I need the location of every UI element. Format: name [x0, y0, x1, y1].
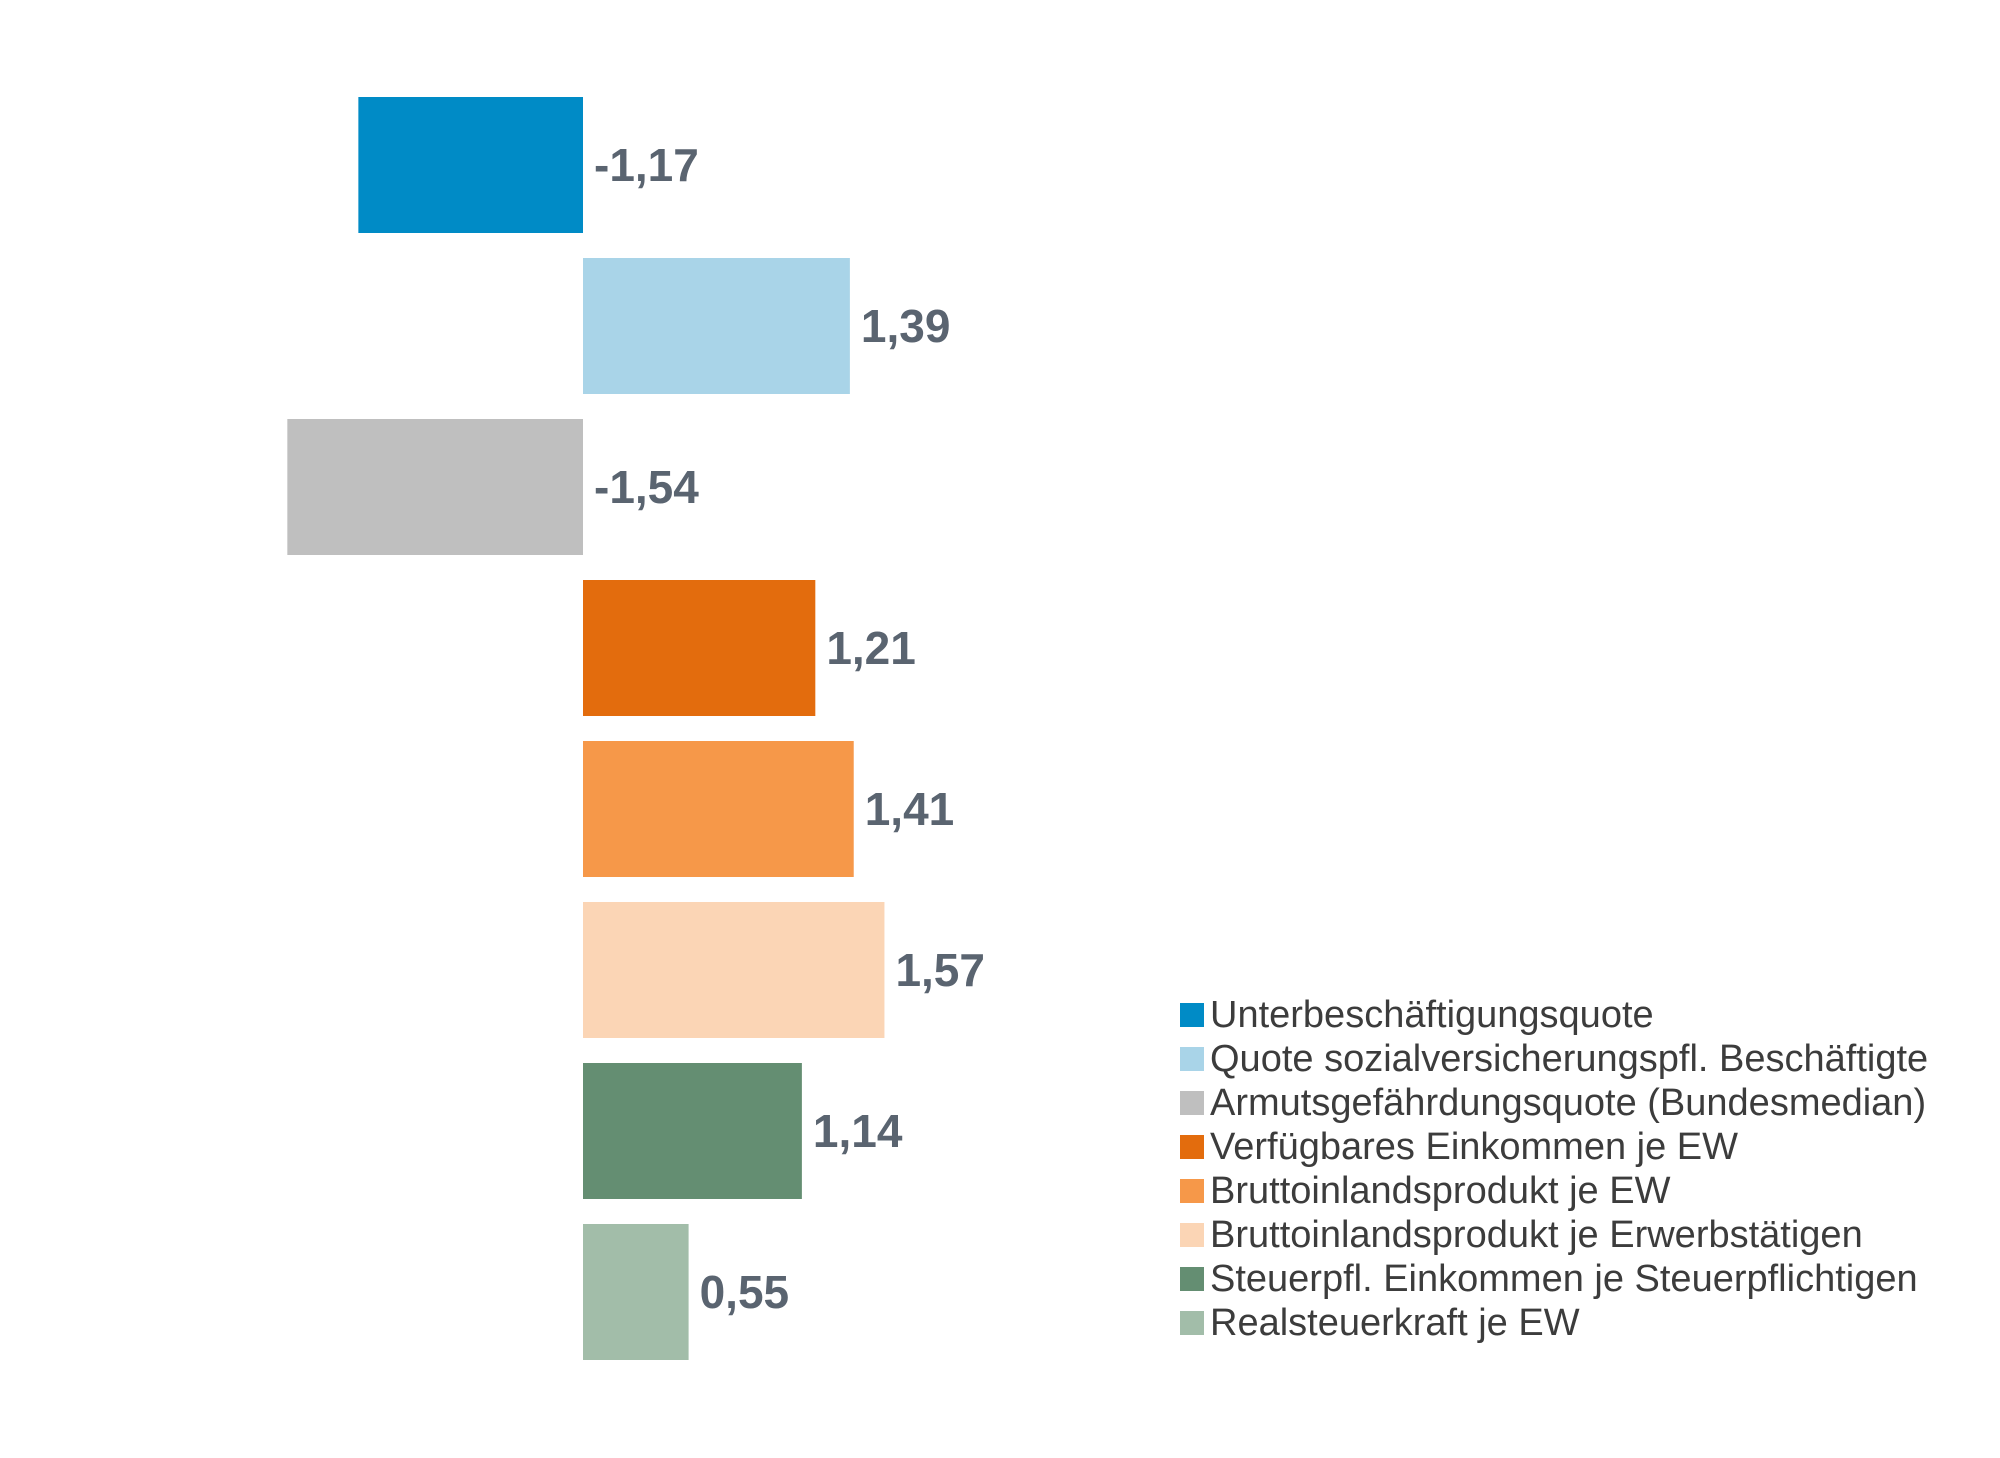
- legend-item-6: Bruttoinlandsprodukt je Erwerbstätigen: [1180, 1213, 1928, 1257]
- legend-item-3: Armutsgefährdungsquote (Bundesmedian): [1180, 1081, 1928, 1125]
- bars: [287, 97, 885, 1360]
- bar-5: [583, 741, 854, 877]
- legend-swatch: [1180, 1223, 1204, 1247]
- legend-item-7: Steuerpfl. Einkommen je Steuerpflichtige…: [1180, 1257, 1928, 1301]
- legend-label: Steuerpfl. Einkommen je Steuerpflichtige…: [1210, 1257, 1918, 1300]
- legend-swatch: [1180, 1179, 1204, 1203]
- bar-value-label-4: 1,21: [826, 622, 916, 674]
- legend-item-8: Realsteuerkraft je EW: [1180, 1301, 1928, 1345]
- legend-swatch: [1180, 1003, 1204, 1027]
- value-labels: -1,17 1,39 -1,54 1,21 1,41 1,57 1,14 0,55: [594, 139, 985, 1318]
- bar-value-label-1: -1,17: [594, 139, 699, 191]
- legend-item-1: Unterbeschäftigungsquote: [1180, 993, 1928, 1037]
- bar-4: [583, 580, 816, 716]
- legend-item-5: Bruttoinlandsprodukt je EW: [1180, 1169, 1928, 1213]
- bar-8: [583, 1224, 689, 1360]
- bar-value-label-8: 0,55: [700, 1266, 790, 1318]
- legend-swatch: [1180, 1047, 1204, 1071]
- bar-value-label-3: -1,54: [594, 461, 699, 513]
- bar-value-label-6: 1,57: [895, 944, 985, 996]
- legend: Unterbeschäftigungsquote Quote sozialvers…: [1180, 993, 1928, 1345]
- legend-swatch: [1180, 1311, 1204, 1335]
- bar-2: [583, 258, 850, 394]
- legend-label: Quote sozialversicherungspfl. Beschäftig…: [1210, 1037, 1929, 1080]
- bar-1: [358, 97, 583, 233]
- legend-label: Realsteuerkraft je EW: [1210, 1301, 1580, 1344]
- legend-swatch: [1180, 1267, 1204, 1291]
- bar-3: [287, 419, 583, 555]
- legend-swatch: [1180, 1135, 1204, 1159]
- legend-label: Bruttoinlandsprodukt je Erwerbstätigen: [1210, 1213, 1863, 1256]
- legend-label: Verfügbares Einkommen je EW: [1210, 1125, 1739, 1168]
- bar-6: [583, 902, 885, 1038]
- bar-7: [583, 1063, 802, 1199]
- bar-value-label-2: 1,39: [861, 300, 951, 352]
- legend-label: Armutsgefährdungsquote (Bundesmedian): [1210, 1081, 1927, 1124]
- bar-value-label-5: 1,41: [865, 783, 955, 835]
- legend-label: Unterbeschäftigungsquote: [1210, 993, 1654, 1036]
- legend-item-2: Quote sozialversicherungspfl. Beschäftig…: [1180, 1037, 1928, 1081]
- legend-swatch: [1180, 1091, 1204, 1115]
- bar-value-label-7: 1,14: [813, 1105, 903, 1157]
- legend-label: Bruttoinlandsprodukt je EW: [1210, 1169, 1671, 1212]
- legend-item-4: Verfügbares Einkommen je EW: [1180, 1125, 1928, 1169]
